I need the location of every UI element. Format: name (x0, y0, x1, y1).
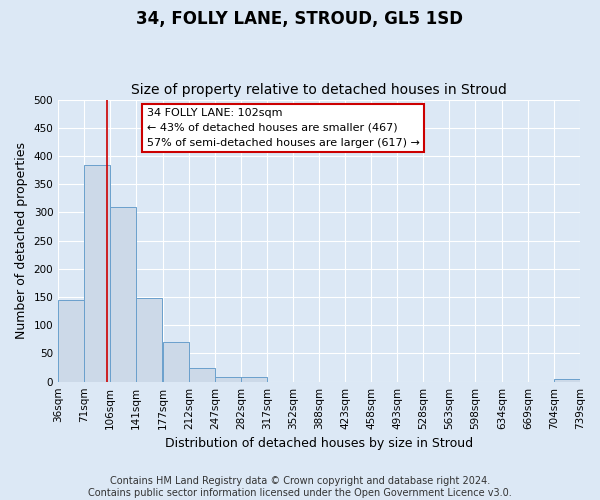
Bar (136, 298, 162, 382)
Bar (163, 342, 189, 382)
Text: Contains HM Land Registry data © Crown copyright and database right 2024.
Contai: Contains HM Land Registry data © Crown c… (88, 476, 512, 498)
Bar (554, 379, 580, 382)
Bar (110, 208, 136, 382)
Bar (58, 300, 84, 382)
Title: Size of property relative to detached houses in Stroud: Size of property relative to detached ho… (131, 83, 507, 97)
Bar (84, 165, 110, 382)
Bar (189, 368, 215, 382)
X-axis label: Distribution of detached houses by size in Stroud: Distribution of detached houses by size … (165, 437, 473, 450)
Bar (241, 377, 267, 382)
Bar (215, 376, 241, 382)
Text: 34 FOLLY LANE: 102sqm
← 43% of detached houses are smaller (467)
57% of semi-det: 34 FOLLY LANE: 102sqm ← 43% of detached … (147, 108, 420, 148)
Y-axis label: Number of detached properties: Number of detached properties (15, 142, 28, 339)
Text: 34, FOLLY LANE, STROUD, GL5 1SD: 34, FOLLY LANE, STROUD, GL5 1SD (137, 10, 464, 28)
